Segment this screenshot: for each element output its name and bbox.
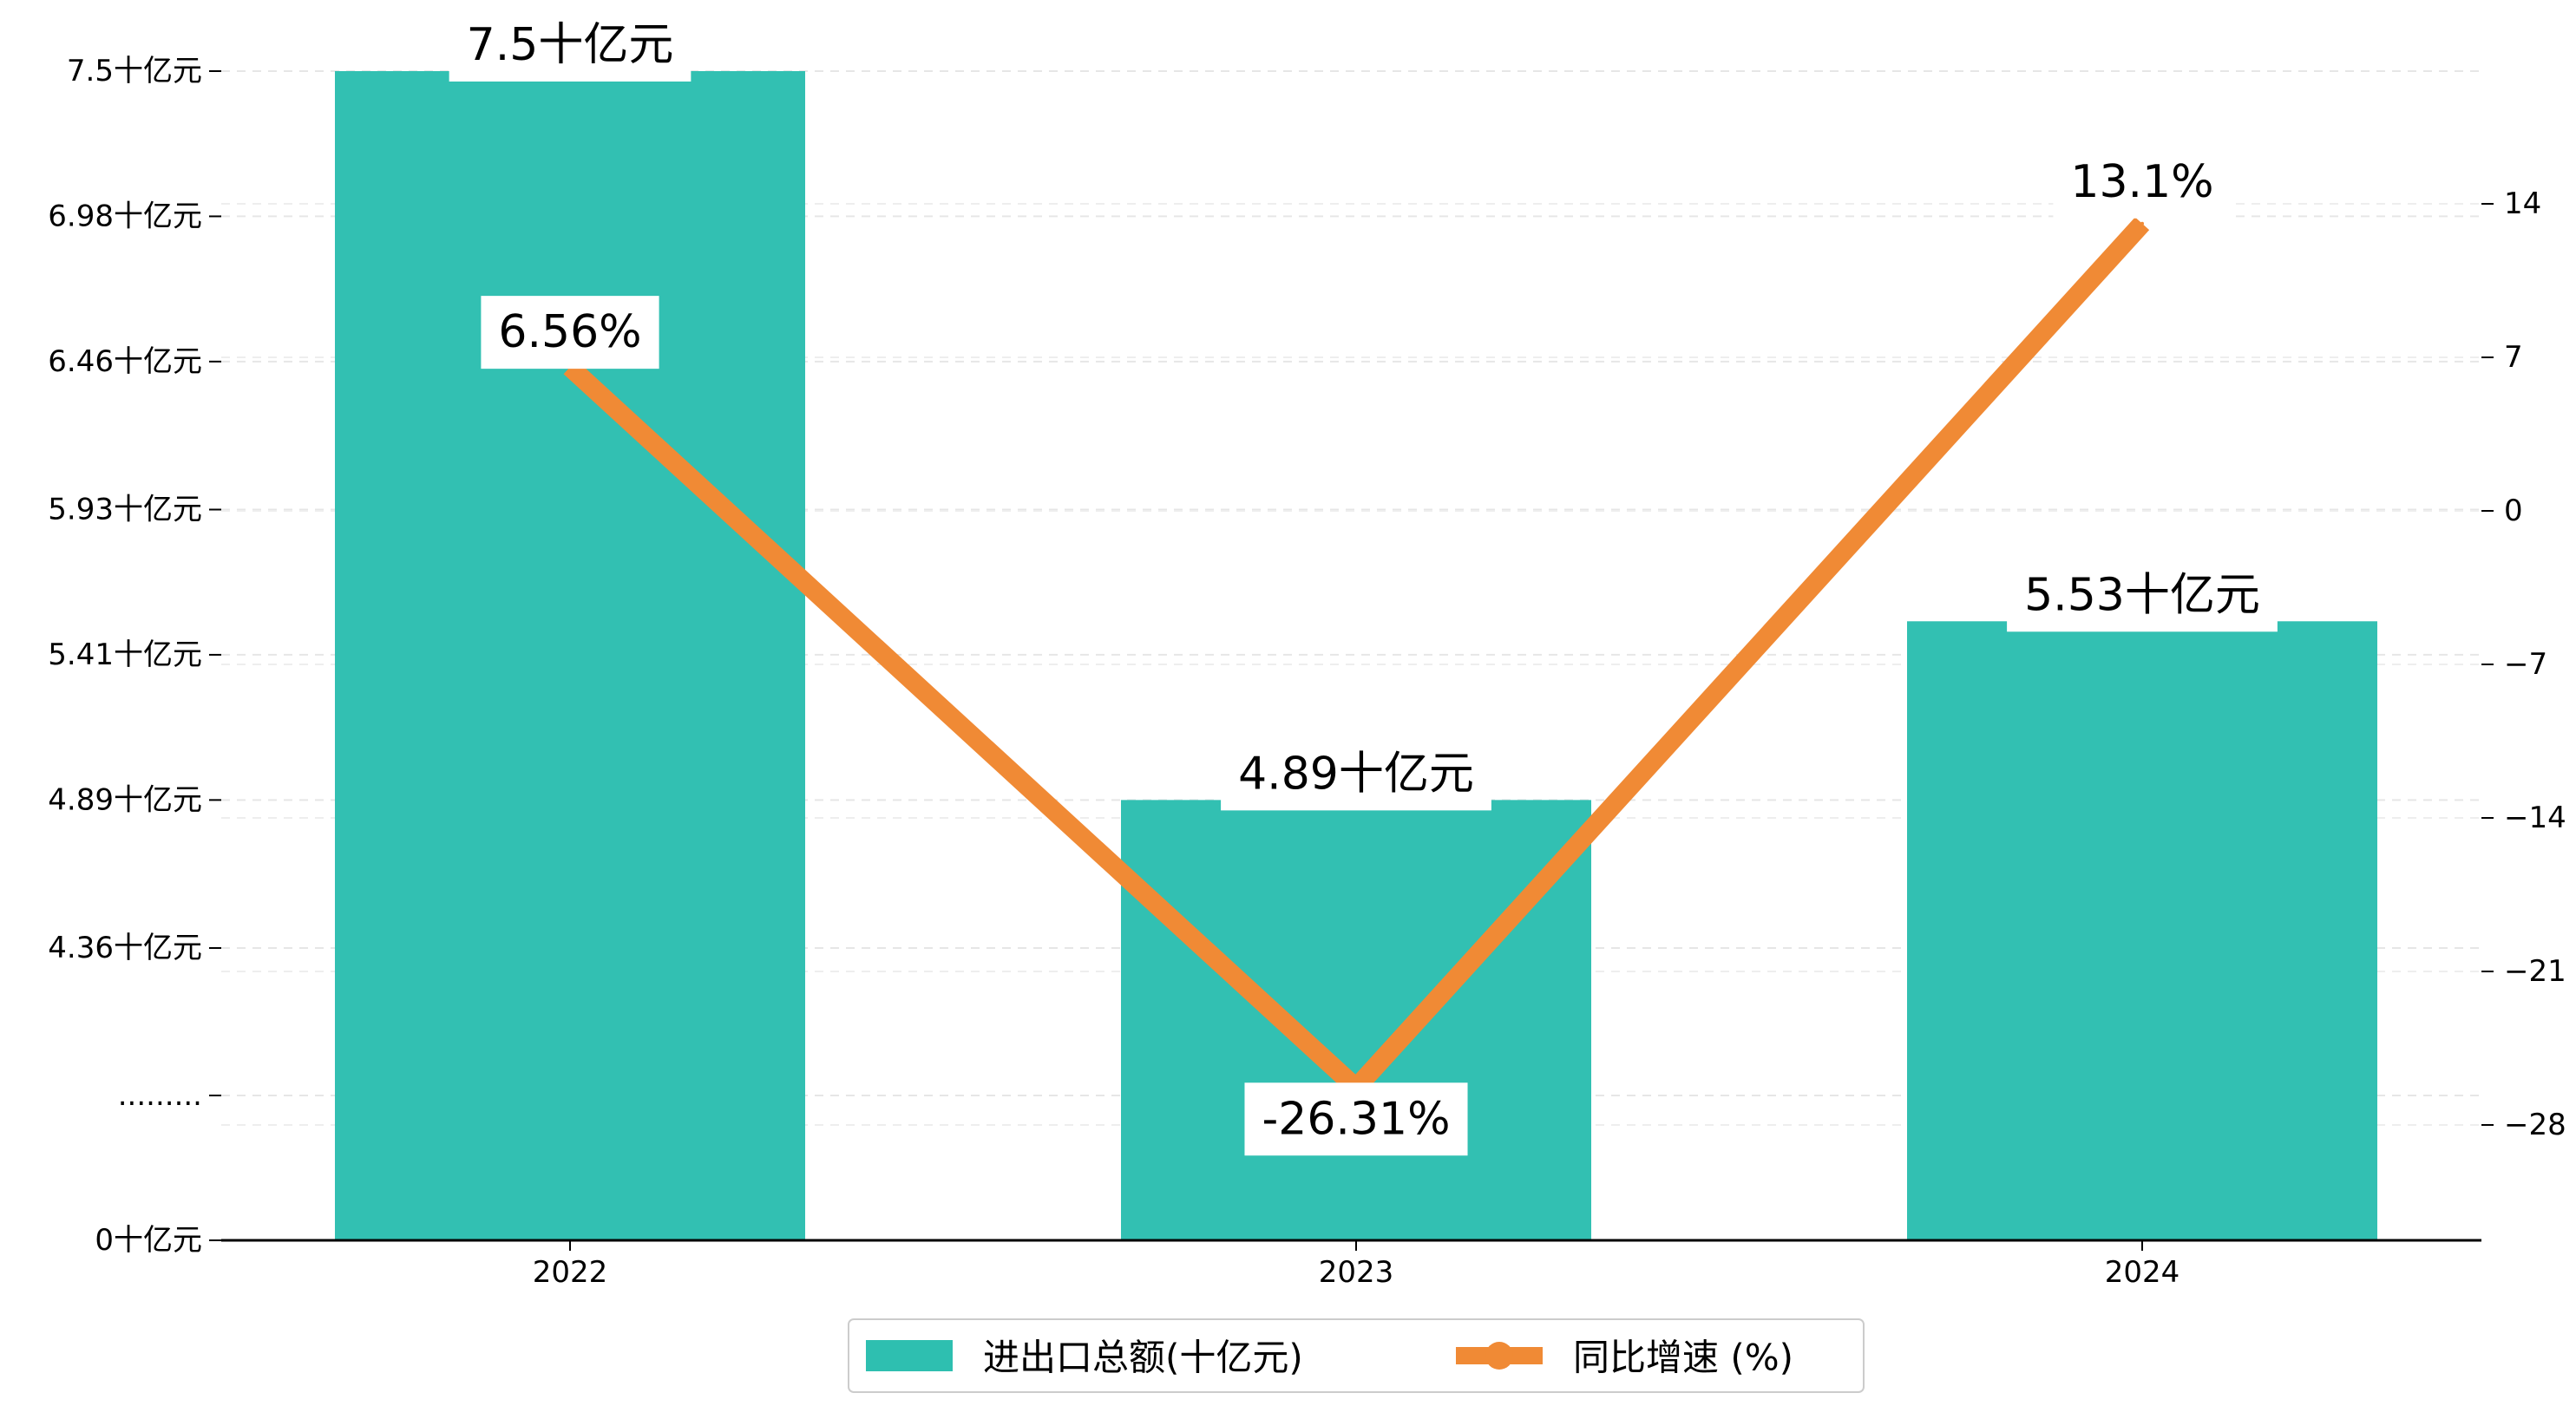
left-tick-label: 4.89十亿元: [48, 782, 202, 817]
left-tick-label: 6.98十亿元: [48, 199, 202, 233]
line-label-2024: 13.1%: [2053, 145, 2232, 219]
line-label-2022: 6.56%: [481, 296, 659, 369]
right-tick-label: −21: [2504, 954, 2566, 989]
bar-label-2022-text: 7.5十亿元: [467, 19, 674, 71]
x-tick-label: 2024: [2105, 1255, 2180, 1290]
left-tick-label: 5.93十亿元: [48, 493, 202, 527]
right-tick-label: −14: [2504, 801, 2566, 835]
x-tick-label: 2023: [1319, 1255, 1394, 1290]
right-tick-label: −28: [2504, 1108, 2566, 1142]
bar-label-2024-text: 5.53十亿元: [2024, 569, 2260, 621]
bar-2023: [1121, 800, 1591, 1240]
right-tick-label: 14: [2504, 186, 2541, 221]
left-tick-label: 4.36十亿元: [48, 931, 202, 965]
line-label-2023-box: [1244, 1082, 1468, 1156]
data-labels: 7.5十亿元 4.89十亿元 5.53十亿元 6.56% -26.31% 13.1%: [449, 9, 2278, 1156]
bar-2024: [1907, 621, 2377, 1240]
legend-swatch-bar: [866, 1340, 953, 1371]
right-tick-label: 0: [2504, 494, 2523, 528]
line-label-2023-text: -26.31%: [1262, 1093, 1450, 1145]
line-label-2024-box: [2053, 145, 2232, 219]
bar-label-2023: 4.89十亿元: [1221, 737, 1491, 811]
bar-label-2022: 7.5十亿元: [449, 9, 692, 82]
line-label-2023: -26.31%: [1244, 1082, 1468, 1156]
left-tick-label: 0十亿元: [95, 1223, 202, 1258]
growth-point-2024: [2140, 221, 2144, 226]
left-tick-label: 6.46十亿元: [48, 344, 202, 379]
right-tick-label: 7: [2504, 340, 2523, 375]
legend-label-bar: 进出口总额(十亿元): [983, 1337, 1303, 1379]
bar-2022: [335, 71, 805, 1240]
left-tick-label: 7.5十亿元: [67, 54, 202, 88]
legend: 进出口总额(十亿元) 同比增速 (%): [848, 1318, 1865, 1393]
bar-label-2024-box: [2007, 559, 2278, 632]
axes: 7.5十亿元 6.98十亿元 6.46十亿元 5.93十亿元 5.41十亿元 4.89十亿…: [48, 54, 2566, 1290]
x-tick-label: 2022: [533, 1255, 608, 1290]
line-label-2022-text: 6.56%: [498, 306, 641, 358]
line-label-2024-text: 13.1%: [2070, 156, 2213, 208]
legend-frame: [848, 1318, 1865, 1393]
left-tick-label: .........: [118, 1078, 202, 1113]
right-tick-label: −7: [2504, 647, 2547, 682]
left-tick-label: 5.41十亿元: [48, 638, 202, 672]
legend-label-line: 同比增速 (%): [1573, 1337, 1793, 1379]
bar-label-2023-text: 4.89十亿元: [1238, 748, 1474, 800]
legend-marker-line: [1485, 1342, 1513, 1370]
bar-label-2022-box: [449, 9, 692, 82]
bar-label-2024: 5.53十亿元: [2007, 559, 2278, 632]
bar-series: [335, 71, 2377, 1240]
line-label-2022-box: [481, 296, 659, 369]
bar-label-2023-box: [1221, 737, 1491, 811]
